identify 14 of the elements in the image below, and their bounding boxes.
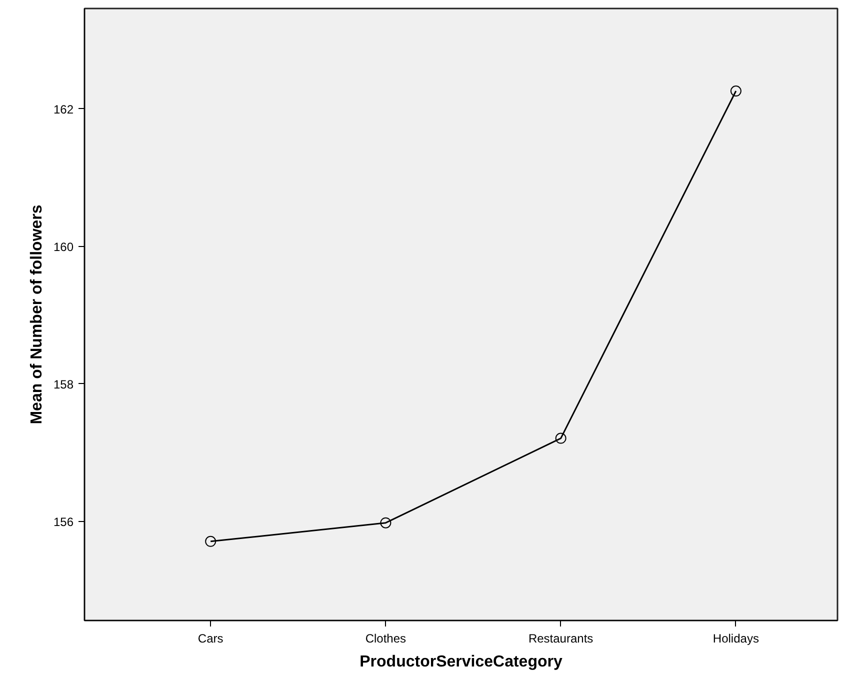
point [730, 86, 742, 97]
x-tick-label: Clothes [365, 632, 406, 646]
y-axis-title: Mean of Number of followers [28, 204, 46, 424]
x-tick-label: Cars [198, 632, 224, 646]
y-tick-label: 158 [53, 377, 74, 392]
y-tick-label: 160 [53, 240, 74, 254]
point [555, 432, 566, 444]
x-tick-label: Holidays [712, 632, 759, 646]
y-tick-label: 162 [53, 102, 74, 116]
point [380, 517, 392, 528]
y-tick-label: 156 [53, 514, 74, 529]
point [205, 536, 216, 547]
x-tick-label: Restaurants [528, 632, 594, 646]
x-axis-title: ProductorServiceCategory [360, 654, 562, 670]
